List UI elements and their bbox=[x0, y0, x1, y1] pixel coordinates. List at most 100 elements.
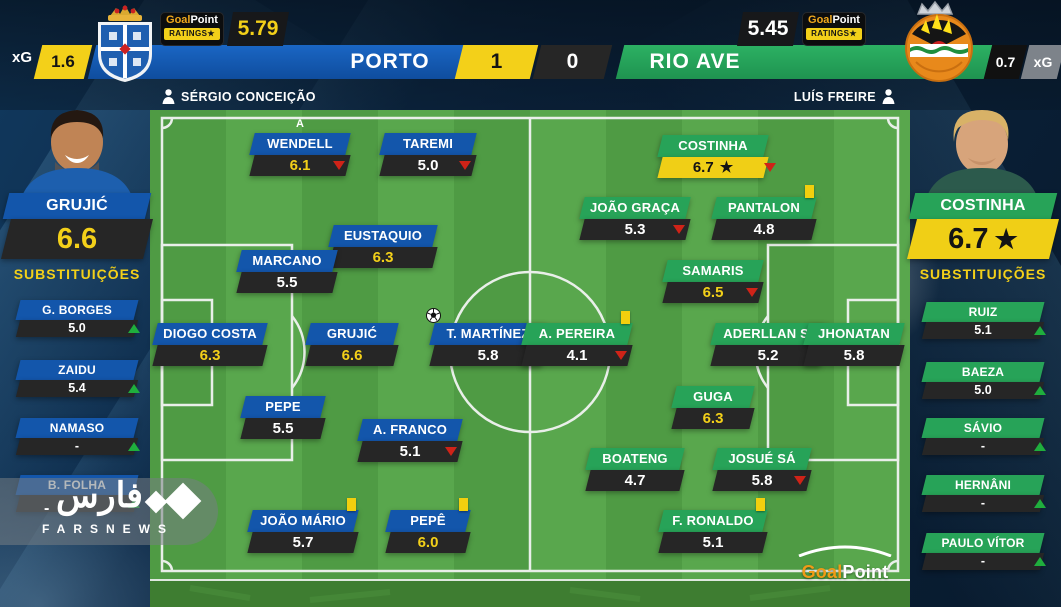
star-icon: ★ bbox=[719, 159, 734, 176]
player-chip: GUGA 6.3 bbox=[674, 386, 752, 429]
player-rating: 6.6 bbox=[56, 223, 98, 255]
player-chip: SAMARIS 6.5 bbox=[665, 260, 761, 303]
player-rating: 6.5 bbox=[702, 284, 724, 301]
yellow-card-icon bbox=[621, 311, 630, 324]
rating-down-icon bbox=[746, 288, 758, 297]
sub-chip: SÁVIO - bbox=[924, 418, 1046, 455]
sub-chip: HERNÂNI - bbox=[924, 475, 1046, 512]
player-rating: 6.7 bbox=[948, 223, 989, 255]
player-rating: 6.0 bbox=[417, 534, 439, 551]
rating-up-icon bbox=[128, 324, 140, 333]
player-rating: - bbox=[980, 554, 986, 568]
featured-player-chip-costinha: COSTINHA 6.7 ★ bbox=[912, 193, 1054, 259]
player-name: SAMARIS bbox=[682, 263, 744, 278]
player-name: G. BORGES bbox=[42, 303, 112, 317]
player-name: ADERLLAN S. bbox=[723, 326, 813, 341]
player-chip: MARCANO 5.5 bbox=[239, 250, 335, 293]
farsnews-diamond-icon bbox=[164, 482, 202, 520]
player-name: HERNÂNI bbox=[954, 478, 1012, 492]
player-rating: 4.8 bbox=[753, 221, 775, 238]
rating-down-icon bbox=[615, 351, 627, 360]
xg-label-right: xG bbox=[1025, 45, 1061, 79]
yellow-card-icon bbox=[347, 498, 356, 511]
player-rating: 5.1 bbox=[974, 323, 992, 337]
player-chip: TAREMI 5.0 bbox=[382, 133, 474, 176]
player-name: BOATENG bbox=[602, 451, 668, 466]
rating-up-icon bbox=[1034, 499, 1046, 508]
home-team-rating: 5.79 bbox=[230, 12, 286, 46]
player-rating: - bbox=[980, 496, 986, 510]
rating-up-icon bbox=[128, 442, 140, 451]
player-name: PAULO VÍTOR bbox=[941, 536, 1025, 550]
player-name: GUGA bbox=[693, 389, 733, 404]
farsnews-latin-logo: FARSNEWS bbox=[42, 522, 175, 536]
xg-value-home: 1.6 bbox=[38, 45, 88, 79]
player-chip: PEPE 5.5 bbox=[243, 396, 323, 439]
player-rating: 6.6 bbox=[341, 347, 363, 364]
player-chip: JHONATAN 5.8 bbox=[806, 323, 902, 366]
subs-title-right: SUBSTITUIÇÕES bbox=[919, 266, 1047, 282]
player-rating: 5.1 bbox=[702, 534, 724, 551]
player-rating: 4.7 bbox=[624, 472, 646, 489]
brand-ratings: RATINGS★ bbox=[164, 28, 220, 40]
player-name: F. RONALDO bbox=[672, 513, 754, 528]
away-goals: 0 bbox=[537, 45, 608, 79]
player-chip: JOSUÉ SÁ 5.8 bbox=[715, 448, 809, 491]
sub-chip: G. BORGES 5.0 bbox=[18, 300, 140, 337]
player-rating: 6.3 bbox=[702, 410, 724, 427]
player-name: A. FRANCO bbox=[372, 422, 448, 437]
player-rating: 5.3 bbox=[624, 221, 646, 238]
brand-point: Point bbox=[832, 14, 860, 26]
player-rating: 5.8 bbox=[477, 347, 499, 364]
home-team-bar: PORTO bbox=[92, 45, 460, 79]
star-icon: ★ bbox=[994, 224, 1018, 254]
away-coach: LUÍS FREIRE bbox=[794, 89, 895, 104]
brand-point: Point bbox=[190, 14, 218, 26]
sub-chip: PAULO VÍTOR - bbox=[924, 533, 1046, 570]
rating-down-icon bbox=[794, 476, 806, 485]
player-rating: 6.3 bbox=[199, 347, 221, 364]
home-coach: SÉRGIO CONCEIÇÃO bbox=[162, 89, 316, 104]
player-name: TAREMI bbox=[402, 136, 454, 151]
player-name: GRUJIĆ bbox=[46, 197, 108, 214]
rating-up-icon bbox=[128, 384, 140, 393]
goalpoint-watermark: GoalPoint bbox=[795, 544, 895, 583]
yellow-card-icon bbox=[459, 498, 468, 511]
rating-up-icon bbox=[1034, 442, 1046, 451]
player-rating: 5.8 bbox=[843, 347, 865, 364]
player-name: DIOGO COSTA bbox=[163, 326, 257, 341]
player-rating: 5.0 bbox=[974, 383, 992, 397]
away-team-rating: 5.45 bbox=[740, 12, 796, 46]
player-chip: PEPÊ 6.0 bbox=[388, 498, 468, 553]
away-coach-name: LUÍS FREIRE bbox=[793, 89, 876, 104]
player-chip: BOATENG 4.7 bbox=[588, 448, 682, 491]
away-team-bar: RIO AVE bbox=[620, 45, 988, 79]
player-chip: EUSTAQUIO 6.3 bbox=[331, 225, 435, 268]
rioave-crest-icon bbox=[905, 0, 973, 82]
player-name: MARCANO bbox=[252, 253, 322, 268]
coach-icon bbox=[162, 89, 175, 104]
player-rating: 6.1 bbox=[289, 157, 311, 174]
rating-down-icon bbox=[445, 447, 457, 456]
player-name: T. MARTÍNEZ bbox=[446, 326, 530, 341]
rating-up-icon bbox=[1034, 557, 1046, 566]
swoosh-icon bbox=[798, 545, 892, 558]
player-rating: 5.0 bbox=[68, 321, 86, 335]
player-name: WENDELL bbox=[267, 136, 333, 151]
player-name: BAEZA bbox=[961, 365, 1005, 379]
player-rating: 5.8 bbox=[751, 472, 773, 489]
rating-down-icon bbox=[459, 161, 471, 170]
player-rating: 6.7 bbox=[692, 159, 714, 176]
player-name: JOSUÉ SÁ bbox=[728, 451, 796, 466]
porto-crest-icon bbox=[98, 5, 152, 82]
brand-ratings: RATINGS★ bbox=[806, 28, 862, 40]
rating-down-icon bbox=[333, 161, 345, 170]
player-chip: F. RONALDO 5.1 bbox=[661, 498, 765, 553]
player-rating: 5.1 bbox=[399, 443, 421, 460]
player-name: JOÃO GRAÇA bbox=[589, 200, 681, 215]
assist-marker: A bbox=[296, 118, 304, 130]
coach-icon bbox=[882, 89, 895, 104]
player-rating: - bbox=[74, 439, 80, 453]
player-rating: 5.2 bbox=[757, 347, 779, 364]
player-chip: A. FRANCO 5.1 bbox=[360, 419, 460, 462]
